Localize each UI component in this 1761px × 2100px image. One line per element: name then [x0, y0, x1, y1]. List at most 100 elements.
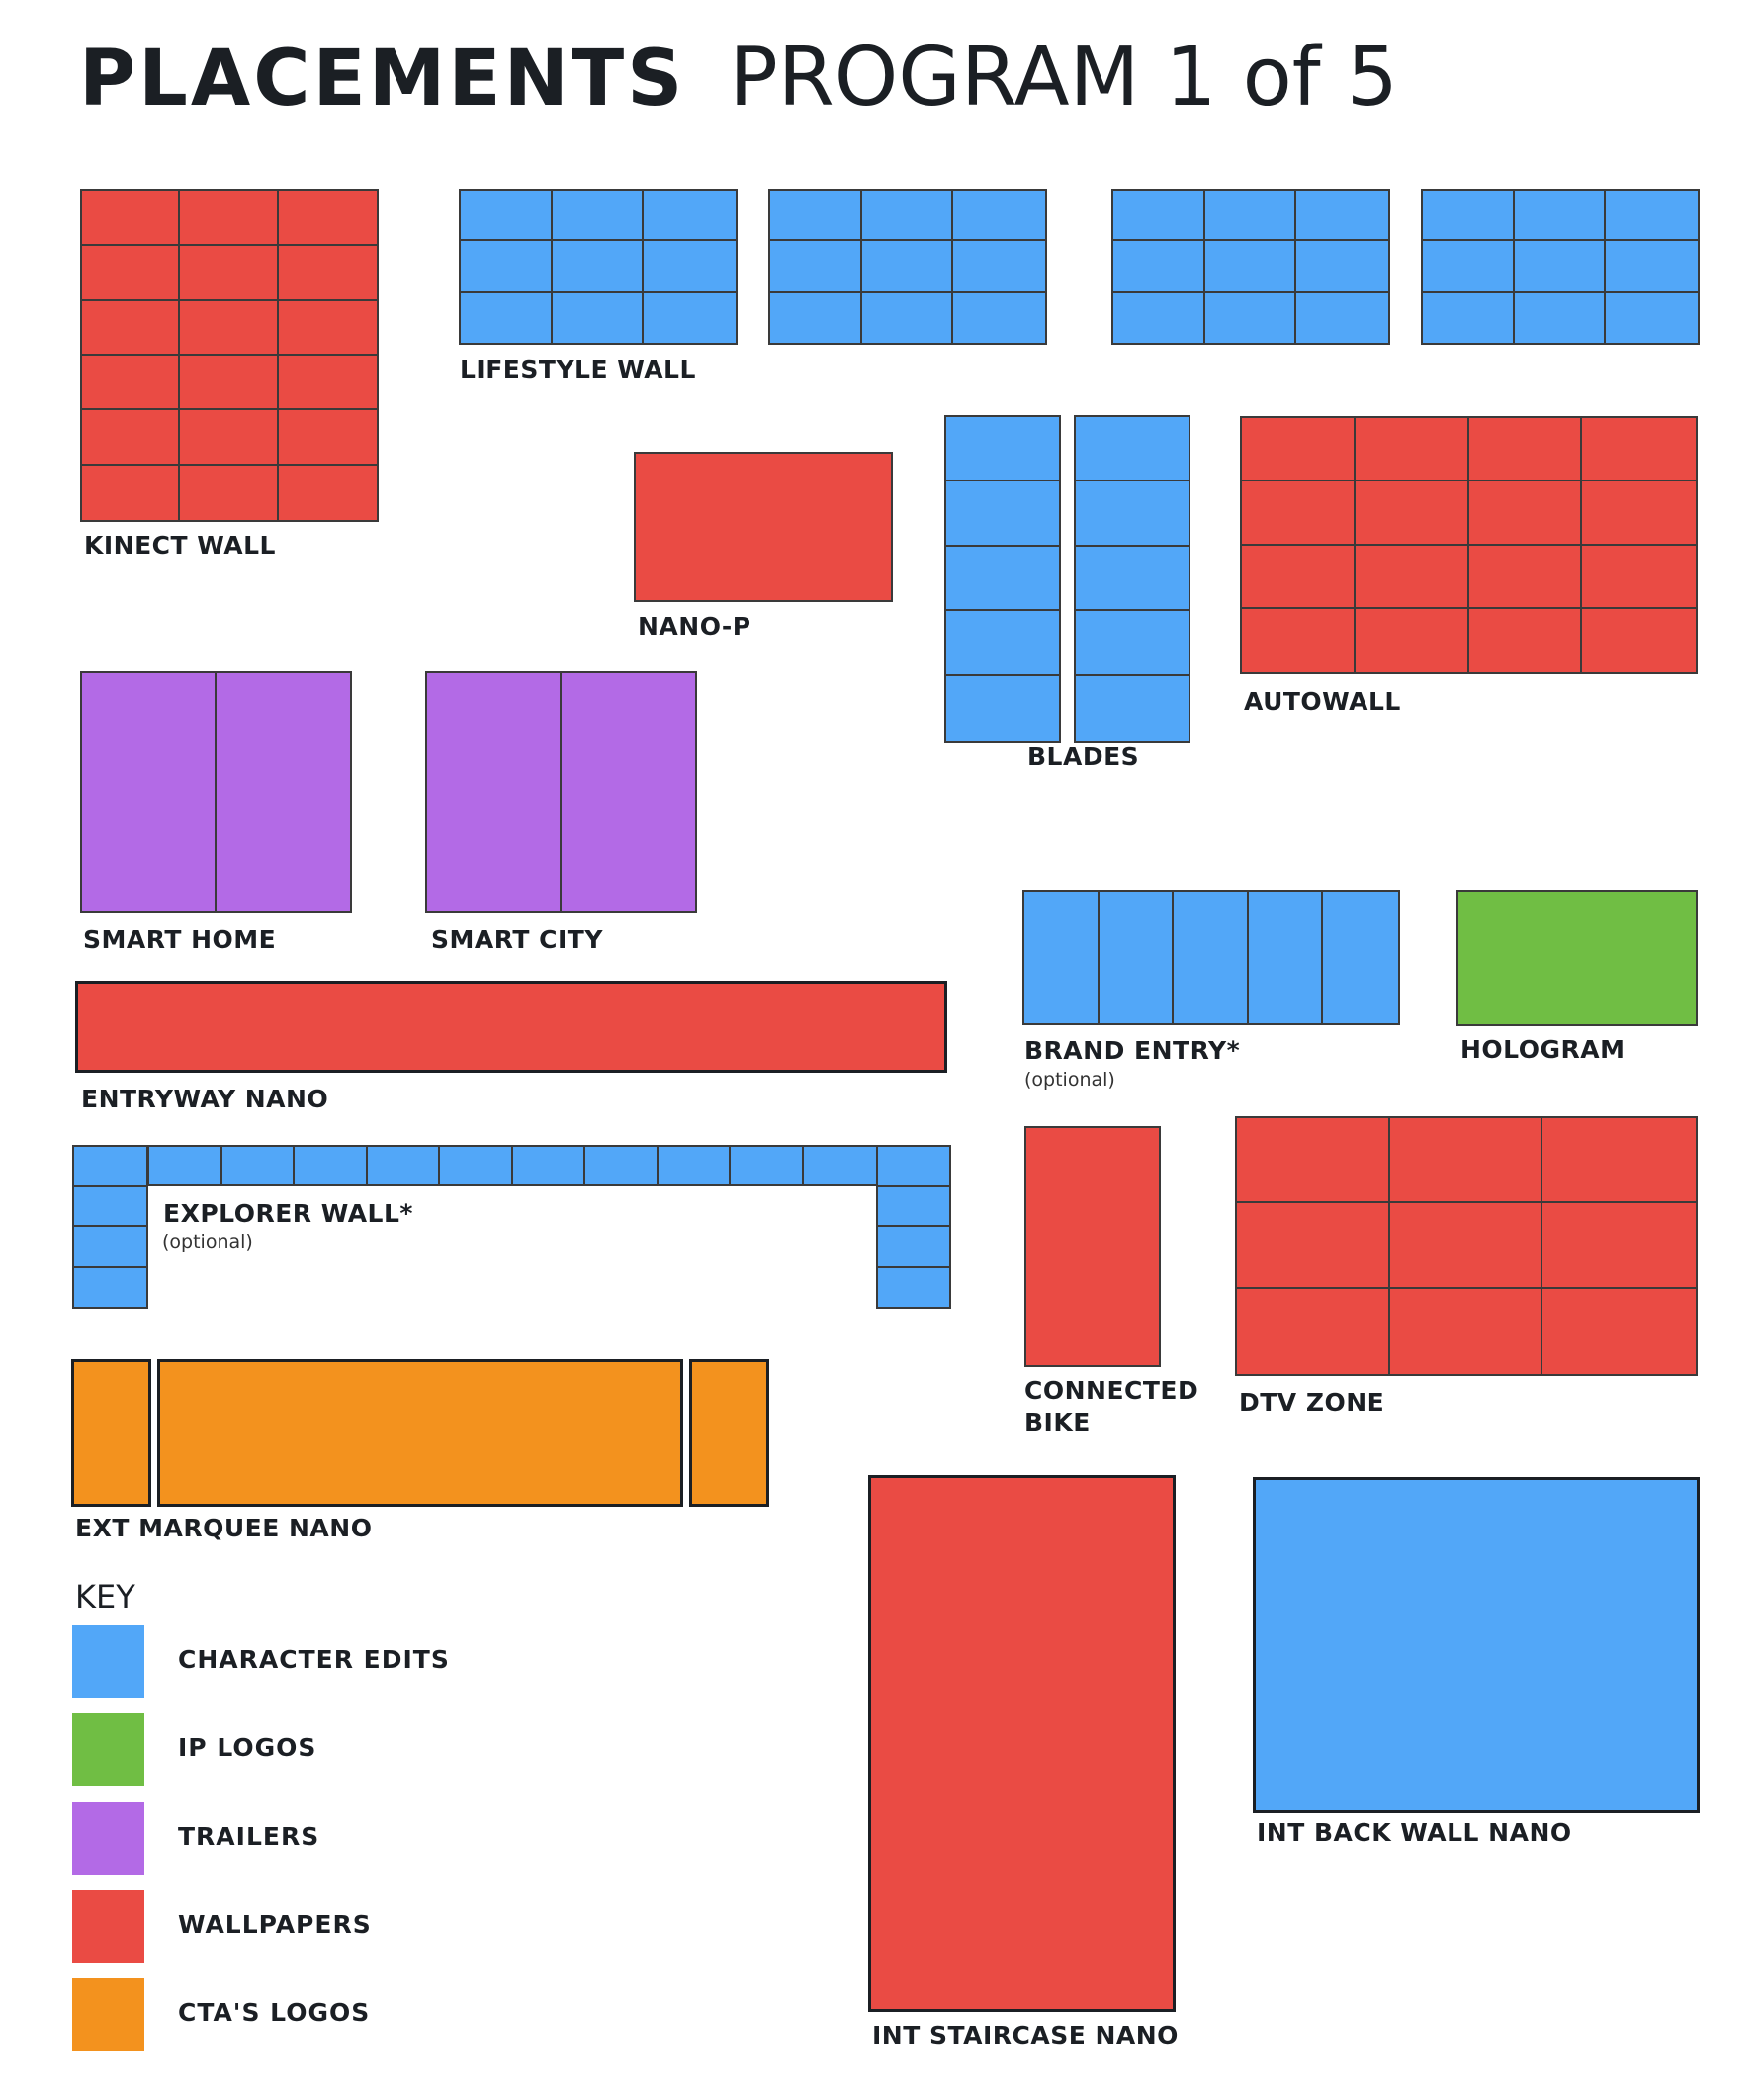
grid-cell — [585, 1147, 659, 1184]
int-back-wall-nano-block — [1253, 1477, 1700, 1813]
grid-cell — [552, 241, 645, 293]
grid-cell — [82, 301, 181, 356]
grid-cell — [368, 1147, 440, 1184]
grid-cell — [82, 465, 181, 520]
cell-grid — [1237, 1118, 1696, 1374]
key-label-character-edits: CHARACTER EDITS — [178, 1645, 450, 1674]
grid-cell — [1515, 292, 1607, 343]
grid-cell — [1076, 611, 1189, 676]
cell-grid — [1113, 191, 1388, 343]
grid-cell — [1606, 293, 1698, 343]
grid-cell — [1582, 418, 1696, 482]
grid-cell — [552, 191, 645, 242]
grid-cell — [1423, 191, 1515, 242]
blade-column — [1074, 415, 1190, 743]
grid-cell — [74, 1268, 146, 1308]
grid-cell — [953, 191, 1045, 242]
connected-bike-label-line2: BIKE — [1024, 1408, 1091, 1437]
grid-cell — [946, 676, 1059, 741]
cell-grid — [427, 673, 695, 911]
cell-grid — [74, 1147, 146, 1307]
grid-cell — [1237, 1203, 1390, 1289]
grid-cell — [1514, 241, 1607, 293]
lifestyle-wall-panel — [768, 189, 1047, 345]
key-swatch-wallpapers — [72, 1890, 144, 1963]
brand-entry-note: (optional) — [1024, 1069, 1115, 1091]
grid-cell — [1296, 191, 1388, 242]
grid-cell — [804, 1147, 877, 1184]
grid-cell — [513, 1147, 585, 1184]
grid-cell — [731, 1147, 804, 1184]
explorer-wall-left-column — [72, 1145, 148, 1309]
grid-cell — [82, 355, 181, 410]
grid-cell — [149, 1147, 222, 1184]
grid-cell — [217, 673, 351, 911]
dtv-zone-label: DTV ZONE — [1239, 1388, 1385, 1417]
grid-cell — [440, 1147, 513, 1184]
key-label-wallpapers: WALLPAPERS — [178, 1910, 372, 1939]
grid-cell — [946, 547, 1059, 612]
cell-grid — [82, 673, 350, 911]
grid-cell — [1468, 418, 1583, 482]
grid-cell — [1100, 892, 1175, 1023]
lifestyle-wall-panel — [1111, 189, 1390, 345]
kinect-wall-block — [80, 189, 379, 522]
grid-cell — [770, 241, 862, 293]
grid-cell — [1390, 1288, 1543, 1374]
grid-cell — [1204, 241, 1297, 293]
grid-cell — [82, 410, 181, 466]
key-label-trailers: TRAILERS — [178, 1822, 320, 1851]
grid-cell — [878, 1187, 949, 1227]
grid-cell — [953, 241, 1045, 293]
grid-cell — [1514, 191, 1607, 242]
grid-cell — [953, 293, 1045, 343]
grid-cell — [222, 1147, 295, 1184]
int-back-wall-nano-label: INT BACK WALL NANO — [1257, 1818, 1572, 1847]
grid-cell — [1423, 292, 1515, 343]
grid-cell — [861, 191, 954, 242]
grid-cell — [82, 191, 181, 246]
grid-cell — [1113, 191, 1205, 242]
nano-p-label: NANO-P — [638, 612, 751, 641]
autowall-block — [1240, 416, 1698, 674]
nano-p-block — [634, 452, 893, 602]
grid-cell — [878, 1227, 949, 1268]
grid-cell — [1323, 892, 1398, 1023]
cell-grid — [1242, 418, 1696, 672]
grid-cell — [878, 1268, 949, 1308]
grid-cell — [878, 1147, 949, 1187]
grid-cell — [659, 1147, 731, 1184]
grid-cell — [461, 241, 553, 293]
grid-cell — [1237, 1118, 1390, 1204]
grid-cell — [1242, 608, 1356, 672]
grid-cell — [1582, 481, 1696, 546]
grid-cell — [1205, 292, 1297, 343]
grid-cell — [946, 611, 1059, 676]
grid-cell — [946, 417, 1059, 482]
grid-cell — [1468, 481, 1583, 546]
grid-cell — [1204, 191, 1297, 242]
connected-bike-label-line1: CONNECTED — [1024, 1376, 1199, 1405]
grid-cell — [1355, 418, 1469, 482]
smart-home-block — [80, 671, 352, 913]
grid-cell — [427, 673, 562, 911]
grid-cell — [562, 673, 696, 911]
grid-cell — [180, 191, 279, 246]
grid-cell — [295, 1147, 368, 1184]
grid-cell — [74, 1147, 146, 1187]
grid-cell — [1355, 545, 1469, 609]
cell-grid — [1076, 417, 1189, 741]
grid-cell — [278, 301, 377, 356]
autowall-label: AUTOWALL — [1244, 687, 1401, 716]
grid-cell — [1174, 892, 1249, 1023]
grid-cell — [1582, 546, 1696, 609]
explorer-wall-top-row — [147, 1145, 878, 1186]
grid-cell — [644, 191, 736, 242]
explorer-wall-label: EXPLORER WALL* — [163, 1199, 413, 1228]
ext-marquee-nano-label: EXT MARQUEE NANO — [75, 1514, 373, 1542]
grid-cell — [770, 292, 862, 343]
grid-cell — [180, 245, 279, 301]
grid-cell — [946, 481, 1059, 547]
smart-home-label: SMART HOME — [83, 925, 277, 954]
grid-cell — [644, 241, 736, 293]
